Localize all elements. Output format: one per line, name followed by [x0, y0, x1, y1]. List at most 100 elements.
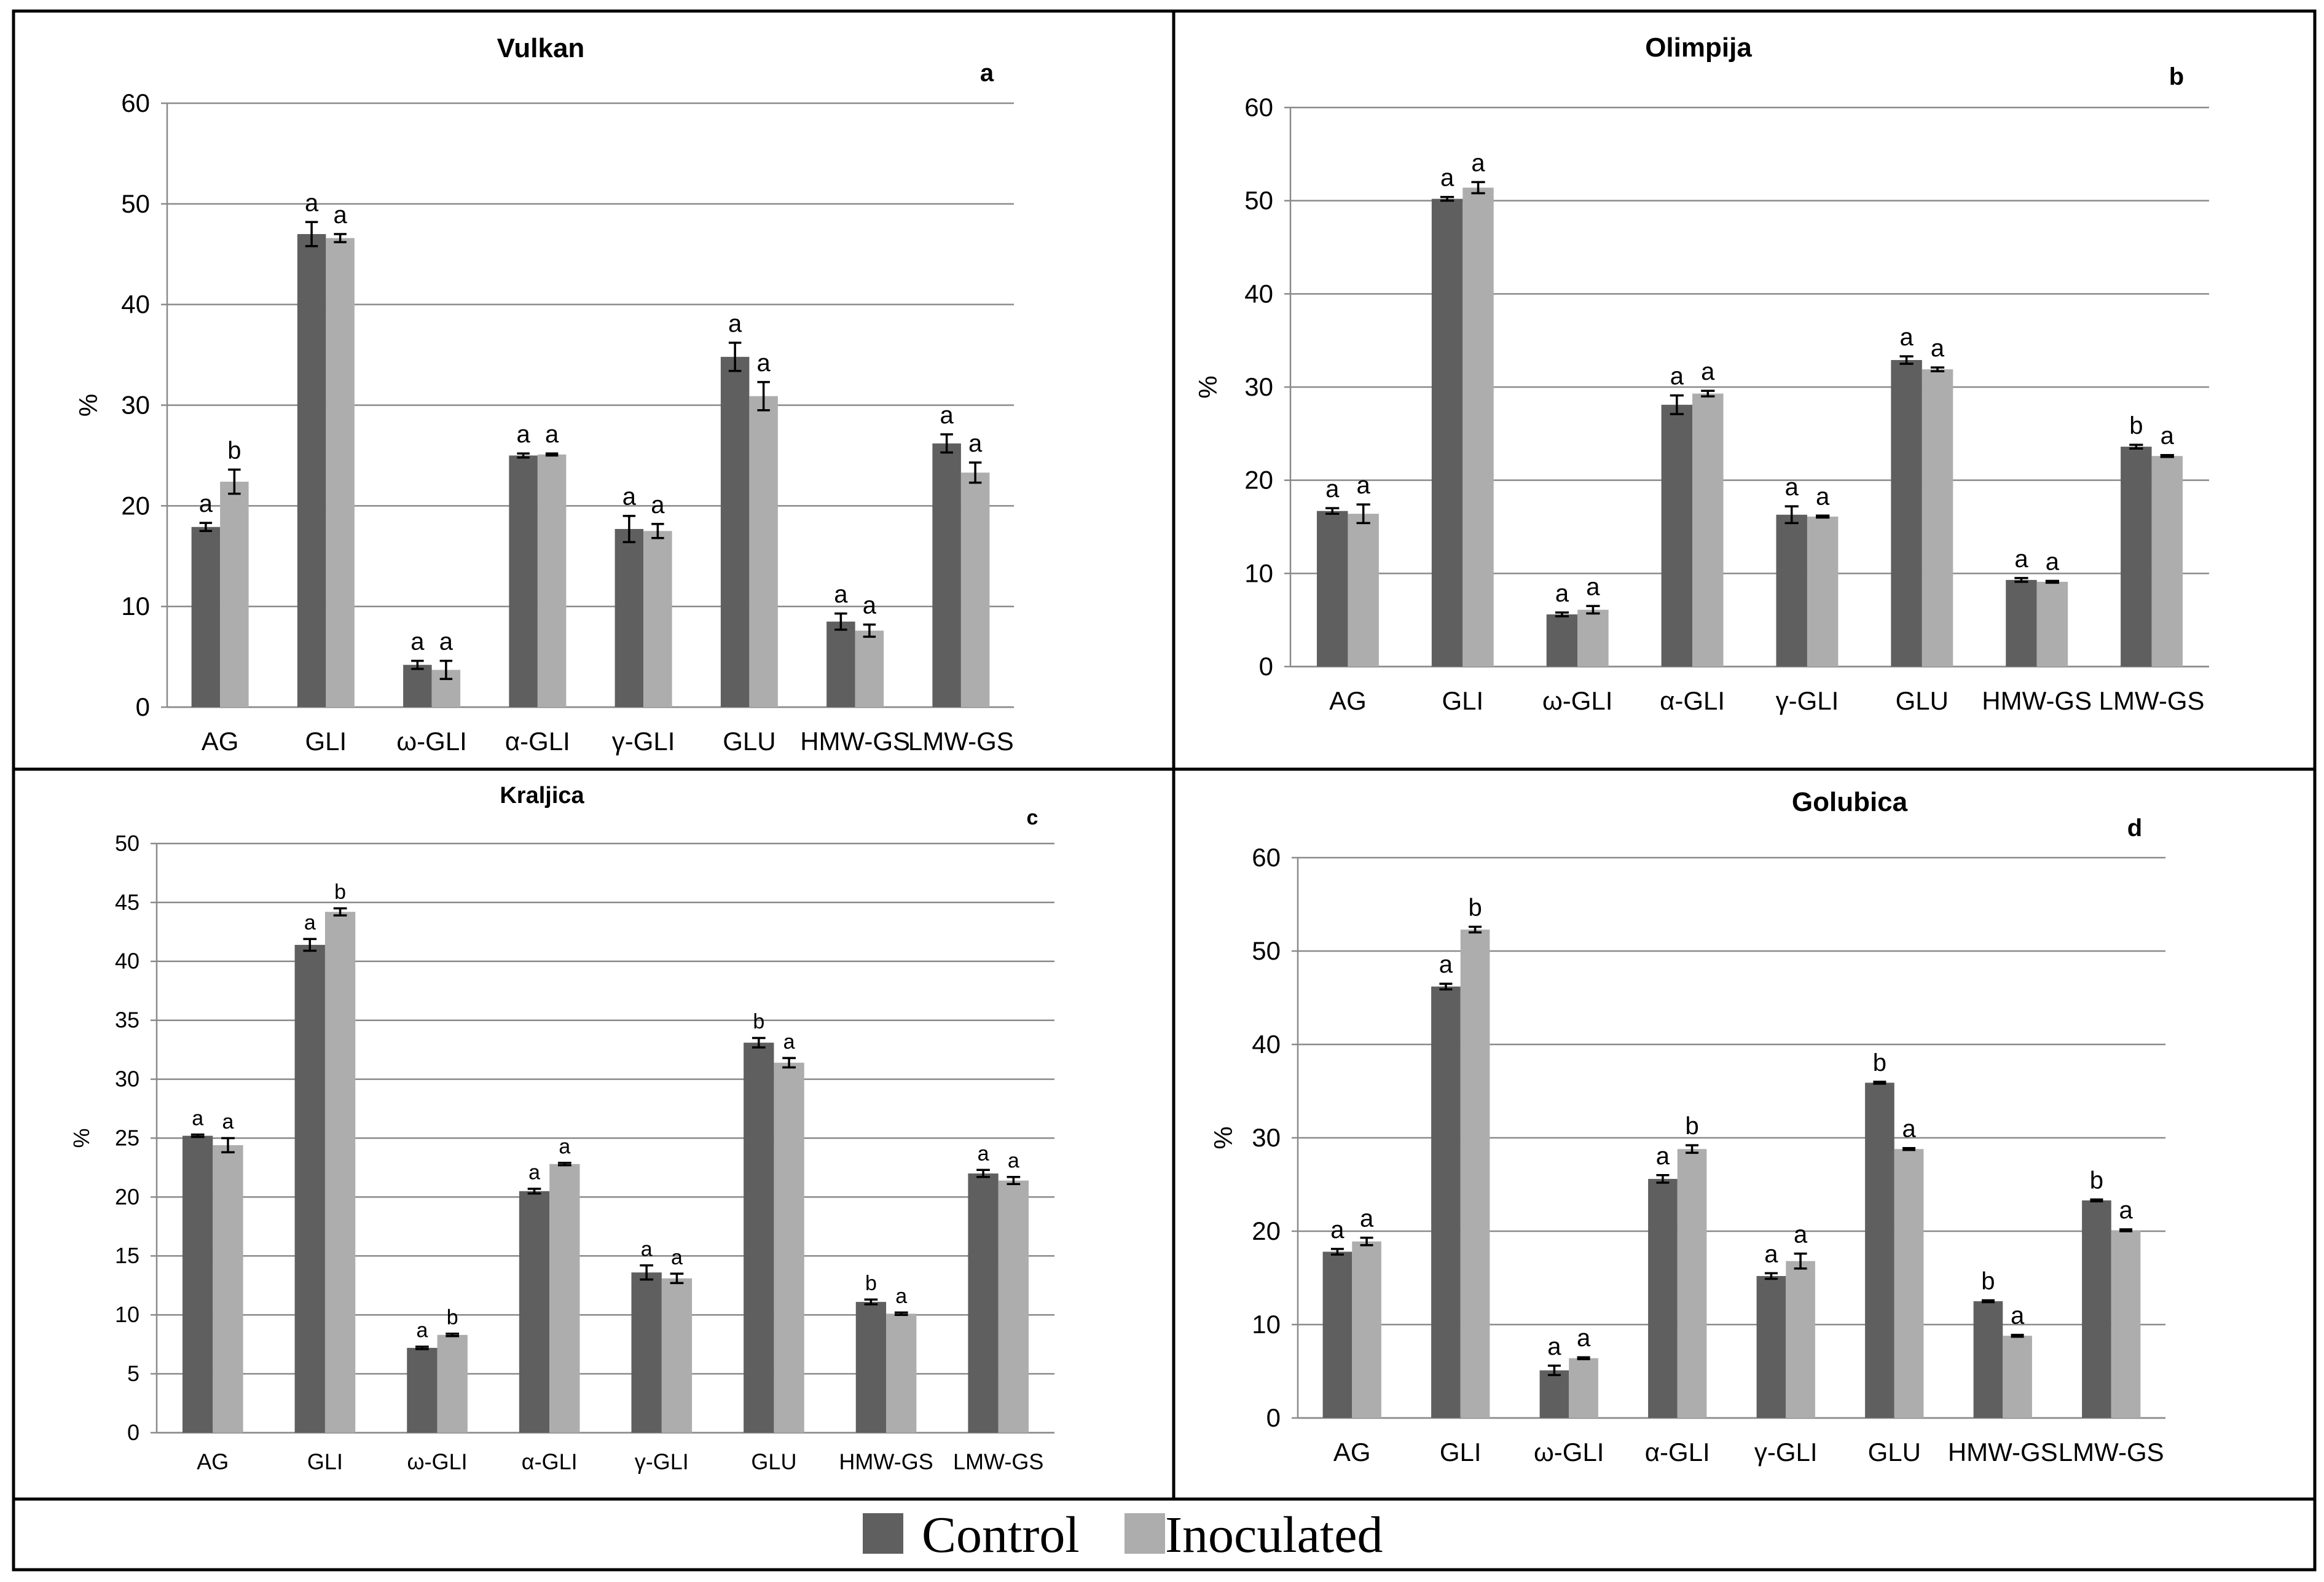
olimpija-category-label-omega-gli: ω-GLI — [1542, 686, 1612, 715]
golubica-error-bar-inoculated-hmw-gs — [2011, 1333, 2024, 1338]
legend-label-control: Control — [922, 1506, 1080, 1564]
olimpija-category-label-lmw-gs: LMW-GS — [2099, 686, 2205, 715]
olimpija-error-bar-control-ag — [1325, 507, 1340, 515]
vulkan-error-bar-inoculated-gli — [334, 233, 347, 243]
kraljica-ytick-label: 5 — [127, 1361, 139, 1386]
outer-border — [12, 9, 2317, 1572]
olimpija-bar-inoculated-alpha-gli — [1692, 393, 1724, 667]
vulkan-significance-letter-inoculated-gamma-gli: a — [651, 491, 665, 519]
kraljica-error-bar-inoculated-lmw-gs — [1007, 1176, 1021, 1186]
golubica-error-bar-inoculated-gli — [1469, 925, 1482, 934]
kraljica-bar-control-alpha-gli — [519, 1191, 550, 1433]
golubica-error-bar-control-gamma-gli — [1764, 1272, 1778, 1280]
olimpija-bar-inoculated-glu — [1922, 369, 1953, 667]
golubica-significance-letter-inoculated-lmw-gs: a — [2119, 1197, 2133, 1224]
kraljica-error-bar-control-hmw-gs — [864, 1298, 878, 1306]
olimpija-significance-letter-control-gamma-gli: a — [1785, 474, 1799, 501]
golubica-error-bar-inoculated-ag — [1360, 1236, 1373, 1247]
vulkan-significance-letter-control-gamma-gli: a — [622, 484, 637, 511]
olimpija-bar-inoculated-hmw-gs — [2036, 581, 2068, 667]
kraljica-category-label-gamma-gli: γ-GLI — [635, 1449, 689, 1474]
olimpija-bar-control-omega-gli — [1546, 614, 1578, 667]
kraljica-ytick-label: 45 — [115, 890, 139, 915]
vulkan-bar-control-gli — [297, 233, 326, 707]
golubica-bar-control-glu — [1865, 1083, 1894, 1418]
kraljica-bar-inoculated-alpha-gli — [549, 1164, 580, 1433]
vulkan-chart-title: Vulkan — [497, 33, 585, 63]
olimpija-error-bar-inoculated-omega-gli — [1586, 605, 1600, 615]
vulkan-category-label-gli: GLI — [305, 727, 347, 756]
kraljica-error-bar-inoculated-gli — [333, 907, 347, 917]
kraljica-ylabel: % — [69, 1128, 94, 1148]
vulkan-significance-letter-control-hmw-gs: a — [834, 581, 848, 608]
kraljica-category-label-glu: GLU — [751, 1449, 796, 1474]
golubica-category-label-ag: AG — [1333, 1438, 1371, 1466]
olimpija-bar-control-ag — [1316, 511, 1348, 667]
kraljica-error-bar-control-ag — [190, 1134, 205, 1138]
kraljica-ytick-label: 25 — [115, 1125, 139, 1150]
vulkan-category-label-alpha-gli: α-GLI — [505, 727, 570, 756]
golubica-bar-inoculated-ag — [1352, 1241, 1381, 1418]
kraljica-category-label-hmw-gs: HMW-GS — [839, 1449, 933, 1474]
olimpija-significance-letter-control-lmw-gs: b — [2129, 412, 2143, 439]
kraljica-bar-inoculated-omega-gli — [437, 1334, 468, 1433]
vulkan-error-bar-control-alpha-gli — [517, 452, 530, 459]
kraljica-panel-letter: c — [1027, 806, 1038, 829]
vulkan-error-bar-inoculated-hmw-gs — [863, 623, 876, 638]
golubica-bar-control-hmw-gs — [1973, 1301, 2003, 1418]
legend-swatch-control — [863, 1513, 903, 1554]
olimpija-significance-letter-control-alpha-gli: a — [1670, 363, 1684, 390]
olimpija-panel-letter: b — [2169, 63, 2184, 90]
vulkan-bar-control-alpha-gli — [509, 455, 538, 707]
kraljica-ytick-label: 20 — [115, 1184, 139, 1209]
kraljica-bar-control-omega-gli — [407, 1347, 438, 1433]
golubica-bar-control-ag — [1322, 1251, 1352, 1418]
kraljica-error-bar-control-alpha-gli — [527, 1188, 541, 1195]
vulkan-bar-control-lmw-gs — [932, 443, 961, 707]
kraljica-significance-letter-control-glu: b — [753, 1010, 764, 1033]
golubica-significance-letter-control-gli: a — [1439, 951, 1453, 978]
golubica-category-label-alpha-gli: α-GLI — [1645, 1438, 1710, 1466]
olimpija-bar-inoculated-ag — [1348, 514, 1379, 667]
golubica-panel-letter: d — [2127, 815, 2142, 842]
kraljica-error-bar-inoculated-ag — [221, 1137, 235, 1154]
kraljica-error-bar-control-gamma-gli — [640, 1264, 654, 1281]
olimpija-error-bar-inoculated-ag — [1356, 503, 1370, 525]
olimpija-significance-letter-inoculated-hmw-gs: a — [2046, 548, 2060, 575]
kraljica-ytick-label: 30 — [115, 1067, 139, 1092]
vulkan-category-label-lmw-gs: LMW-GS — [908, 727, 1014, 756]
olimpija-category-label-glu: GLU — [1896, 686, 1949, 715]
vulkan-significance-letter-control-alpha-gli: a — [516, 421, 530, 448]
kraljica-significance-letter-control-gli: a — [304, 911, 316, 934]
vulkan-bar-control-omega-gli — [403, 665, 432, 707]
olimpija-significance-letter-inoculated-ag: a — [1357, 472, 1371, 499]
kraljica-error-bar-control-lmw-gs — [976, 1169, 990, 1178]
golubica-bar-control-lmw-gs — [2082, 1200, 2111, 1418]
vulkan-error-bar-inoculated-gamma-gli — [651, 523, 664, 539]
vulkan-significance-letter-inoculated-glu: a — [757, 350, 771, 377]
vulkan-ytick-label: 50 — [121, 189, 150, 218]
vulkan-error-bar-inoculated-alpha-gli — [545, 452, 559, 457]
vulkan-error-bar-inoculated-ag — [228, 468, 241, 495]
olimpija-category-label-ag: AG — [1329, 686, 1367, 715]
golubica-significance-letter-inoculated-ag: a — [1360, 1205, 1374, 1232]
olimpija-category-label-alpha-gli: α-GLI — [1660, 686, 1725, 715]
golubica-bar-control-gli — [1431, 986, 1461, 1418]
golubica-error-bar-control-omega-gli — [1547, 1365, 1561, 1376]
golubica-bar-inoculated-hmw-gs — [2003, 1336, 2032, 1418]
legend: Control Inoculated — [863, 1506, 1383, 1564]
vulkan-bar-inoculated-hmw-gs — [855, 630, 884, 707]
vulkan-bar-inoculated-lmw-gs — [960, 472, 990, 707]
olimpija-category-label-gamma-gli: γ-GLI — [1776, 686, 1839, 715]
vulkan-bar-inoculated-gli — [326, 238, 355, 708]
olimpija-bar-control-lmw-gs — [2121, 447, 2152, 667]
vulkan-significance-letter-control-glu: a — [728, 310, 742, 337]
golubica-error-bar-control-ag — [1330, 1248, 1344, 1256]
olimpija-significance-letter-inoculated-gamma-gli: a — [1816, 483, 1830, 510]
vulkan-bar-inoculated-ag — [220, 482, 249, 707]
golubica-significance-letter-inoculated-hmw-gs: a — [2011, 1302, 2025, 1329]
olimpija-error-bar-control-lmw-gs — [2129, 444, 2143, 450]
golubica-error-bar-control-alpha-gli — [1656, 1174, 1670, 1184]
